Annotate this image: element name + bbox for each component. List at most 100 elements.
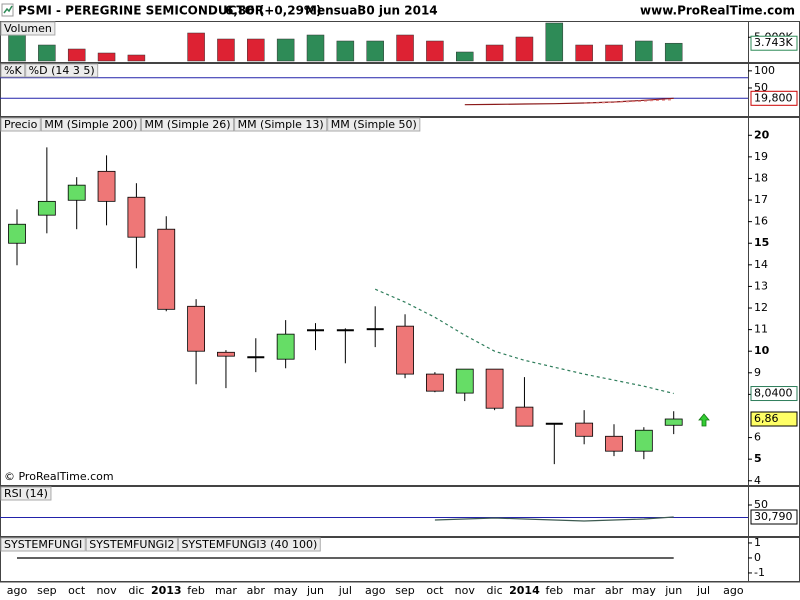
volume-bar bbox=[97, 52, 116, 62]
candle-body bbox=[664, 418, 683, 426]
candle-body bbox=[127, 196, 146, 238]
last-value-box bbox=[750, 386, 798, 402]
y-tick-label: 11 bbox=[754, 323, 768, 336]
legend-box bbox=[177, 537, 321, 552]
volume-bar bbox=[515, 36, 534, 62]
y-tick-label: 50 bbox=[754, 498, 768, 511]
y-tick-label: 5 bbox=[754, 452, 762, 465]
candle-body bbox=[8, 223, 26, 244]
x-tick-label: dic bbox=[487, 584, 503, 597]
legend-box bbox=[0, 486, 52, 501]
legend-label: MM (Simple 50) bbox=[331, 118, 417, 131]
x-tick-label: feb bbox=[545, 584, 563, 597]
x-tick-label: may bbox=[632, 584, 656, 597]
volume-bar bbox=[306, 34, 325, 62]
x-tick-label: jul bbox=[696, 584, 710, 597]
candle-body bbox=[545, 422, 563, 425]
y-tick-label: 100 bbox=[754, 64, 775, 77]
candle-body bbox=[634, 429, 653, 452]
volume-bar bbox=[187, 32, 205, 62]
site: www.ProRealTime.com bbox=[640, 4, 795, 18]
candle-body bbox=[575, 422, 594, 437]
x-tick-label: oct bbox=[426, 584, 444, 597]
volume-bar bbox=[38, 44, 56, 62]
volume-bar bbox=[485, 44, 504, 62]
volume-bar bbox=[635, 40, 653, 62]
legend-label: MM (Simple 26) bbox=[144, 118, 230, 131]
legend-label: MM (Simple 200) bbox=[44, 118, 137, 131]
legend-box bbox=[25, 63, 99, 78]
candle-body bbox=[247, 356, 265, 359]
candle-body bbox=[425, 373, 444, 392]
x-tick-label: sep bbox=[37, 584, 56, 597]
date: 30 jun 2014 bbox=[358, 4, 438, 18]
legend-box bbox=[140, 117, 235, 132]
y-tick-label: 17 bbox=[754, 193, 768, 206]
legend-label: %K bbox=[4, 64, 22, 77]
legend-box bbox=[234, 117, 328, 132]
volume-bar bbox=[664, 42, 683, 62]
x-tick-label: abr bbox=[247, 584, 266, 597]
y-tick-label: 6 bbox=[754, 431, 761, 444]
candle-body bbox=[217, 351, 235, 357]
candle-body bbox=[605, 435, 623, 452]
last-value-box bbox=[750, 35, 798, 51]
candle-body bbox=[455, 368, 474, 394]
series-line bbox=[584, 99, 674, 104]
legend-label: RSI (14) bbox=[4, 487, 48, 500]
volume-bar bbox=[336, 40, 355, 62]
last-value-box bbox=[750, 90, 798, 106]
x-tick-label: feb bbox=[187, 584, 205, 597]
x-tick-label: ago bbox=[723, 584, 744, 597]
candle-body bbox=[37, 200, 56, 216]
legend-box bbox=[0, 21, 56, 36]
y-tick-label: -1 bbox=[754, 566, 765, 579]
last-value-label: 6,86 bbox=[754, 412, 779, 425]
candle-body bbox=[157, 228, 176, 310]
candle-body bbox=[276, 333, 295, 360]
legend-box bbox=[0, 117, 41, 132]
candle-body bbox=[307, 329, 324, 332]
candle-body bbox=[515, 406, 534, 427]
header: PSMI - PEREGRINE SEMICONDUCTOR 6,86 (+0,… bbox=[1, 3, 795, 18]
y-tick-label: 16 bbox=[754, 215, 768, 228]
y-tick-label: 10 bbox=[754, 344, 770, 357]
panel: 4568910111213141516171819206,868,0400Pre… bbox=[0, 117, 800, 487]
legend-box bbox=[0, 63, 26, 78]
y-tick-label: 4 bbox=[754, 474, 761, 487]
series-line bbox=[374, 288, 674, 395]
volume-bar bbox=[127, 54, 146, 62]
x-tick-label: nov bbox=[96, 584, 117, 597]
y-tick-label: 18 bbox=[754, 171, 768, 184]
legend-box bbox=[40, 117, 141, 132]
volume-bar bbox=[456, 51, 474, 62]
x-tick-label: sep bbox=[395, 584, 414, 597]
volume-bar bbox=[67, 48, 86, 62]
candle-body bbox=[485, 368, 504, 409]
candle-body bbox=[366, 328, 384, 331]
x-tick-label: may bbox=[274, 584, 298, 597]
x-tick-label: 2014 bbox=[509, 584, 540, 597]
candle-body bbox=[396, 325, 414, 375]
signal-arrow bbox=[698, 413, 710, 427]
x-tick-label: nov bbox=[455, 584, 476, 597]
copyright: © ProRealTime.com bbox=[4, 470, 114, 483]
x-tick-label: dic bbox=[128, 584, 144, 597]
x-tick-label: jun bbox=[664, 584, 682, 597]
x-tick-label: oct bbox=[68, 584, 86, 597]
last-value-label: 8,0400 bbox=[754, 387, 793, 400]
last-price: 6,86 (+0,29%) bbox=[225, 4, 321, 18]
legend-box bbox=[0, 537, 86, 552]
legend-label: SYSTEMFUNGI3 (40 100) bbox=[181, 538, 317, 551]
candle-body bbox=[97, 170, 116, 202]
last-value-box bbox=[750, 411, 798, 427]
y-tick-label: 20 bbox=[754, 128, 770, 141]
x-tick-label: jul bbox=[338, 584, 352, 597]
panel: 1 0 -1 SYSTEMFUNGI SYSTEMFUNGI2 SYSTEMFUNGI3 … bbox=[0, 536, 800, 582]
x-axis: ago sep oct nov dic 2013 feb mar abr may jun jul ago… bbox=[0, 581, 800, 597]
